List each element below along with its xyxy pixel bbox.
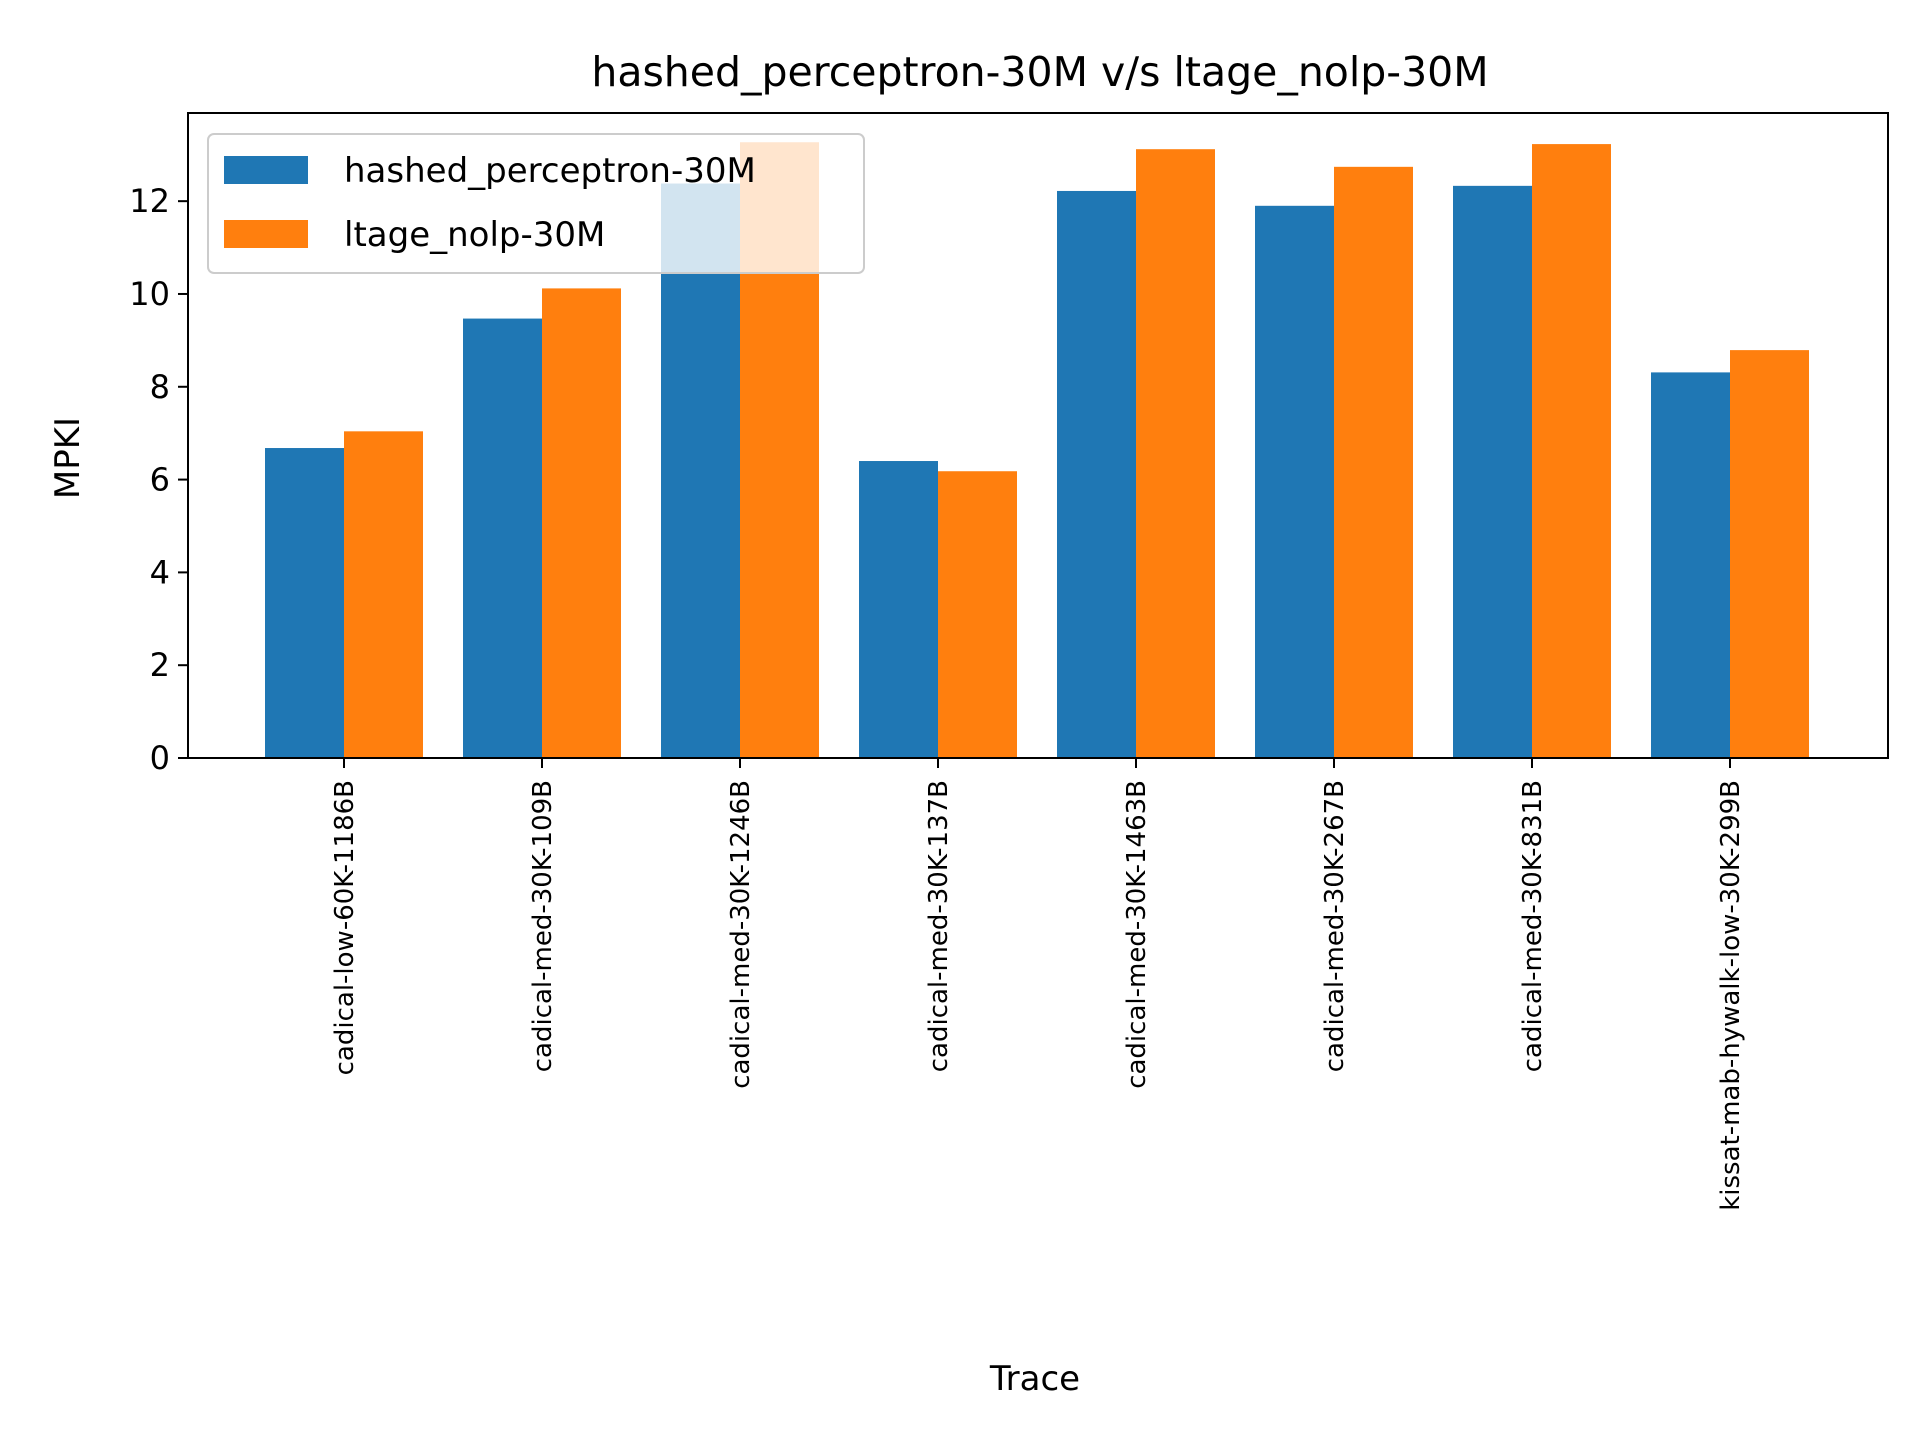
bar-hashed-perceptron-7	[1651, 372, 1730, 758]
y-axis: 0 2 4 6 8 10 12	[129, 182, 188, 777]
x-tick-label: cadical-med-30K-109B	[528, 780, 558, 1072]
y-tick-label: 6	[150, 461, 170, 499]
bar-hashed-perceptron-5	[1255, 205, 1334, 758]
bar-ltage-nolp-3	[938, 471, 1017, 758]
x-axis: cadical-low-60K-1186B cadical-med-30K-109…	[330, 758, 1746, 1211]
legend: hashed_perceptron-30M ltage_nolp-30M	[207, 133, 865, 274]
x-tick-label: cadical-med-30K-267B	[1320, 780, 1350, 1072]
x-tick-label: kissat-mab-hywalk-low-30K-299B	[1716, 780, 1746, 1211]
bar-ltage-nolp-6	[1532, 144, 1611, 758]
bar-ltage-nolp-5	[1334, 166, 1413, 758]
plot-frame	[187, 112, 1889, 759]
y-tick-label: 4	[150, 553, 170, 591]
x-tick-label: cadical-med-30K-1246B	[726, 780, 756, 1089]
bar-hashed-perceptron-1	[463, 318, 542, 758]
bar-ltage-nolp-1	[542, 288, 621, 758]
legend-label: hashed_perceptron-30M	[344, 151, 756, 191]
x-tick-label: cadical-low-60K-1186B	[330, 780, 360, 1075]
x-tick-label: cadical-med-30K-137B	[924, 780, 954, 1072]
legend-label: ltage_nolp-30M	[344, 215, 605, 255]
legend-swatch	[224, 220, 308, 248]
y-tick-label: 2	[150, 646, 170, 684]
x-axis-label: Trace	[989, 1359, 1080, 1399]
y-tick-label: 0	[150, 739, 170, 777]
bar-ltage-nolp-0	[344, 431, 423, 758]
bar-hashed-perceptron-2	[661, 183, 740, 759]
y-tick-label: 10	[129, 275, 170, 313]
bar-ltage-nolp-7	[1730, 350, 1809, 758]
bar-hashed-perceptron-4	[1057, 190, 1136, 758]
bar-ltage-nolp-4	[1136, 149, 1215, 759]
bars-group	[265, 142, 1809, 759]
y-tick-label: 8	[150, 368, 170, 406]
legend-swatch	[224, 156, 308, 184]
y-tick-label: 12	[129, 182, 170, 220]
x-tick-label: cadical-med-30K-831B	[1518, 780, 1548, 1072]
legend-box	[207, 133, 865, 274]
bar-hashed-perceptron-6	[1453, 185, 1532, 758]
bar-hashed-perceptron-3	[859, 461, 938, 758]
x-tick-label: cadical-med-30K-1463B	[1122, 780, 1152, 1089]
y-axis-label: MPKI	[48, 417, 88, 499]
bar-hashed-perceptron-0	[265, 448, 344, 758]
chart-title: hashed_perceptron-30M v/s ltage_nolp-30M	[591, 48, 1488, 96]
